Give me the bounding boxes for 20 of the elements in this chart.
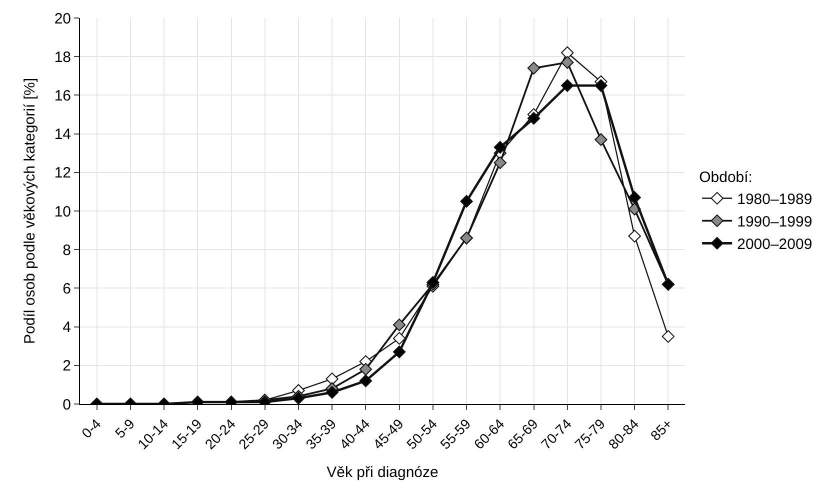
x-axis-title: Věk při diagnóze (326, 464, 438, 482)
y-tick-label: 18 (54, 48, 71, 66)
y-tick-label: 2 (62, 358, 71, 375)
x-tick-label: 5-9 (112, 415, 138, 442)
legend-label: 1990–1999 (737, 214, 812, 231)
y-tick-label: 10 (54, 203, 71, 220)
y-tick-label: 0 (62, 396, 71, 414)
legend-title: Období: (699, 169, 752, 186)
x-tick-label: 85+ (647, 416, 676, 444)
y-tick-label: 20 (54, 10, 71, 28)
y-tick-label: 4 (62, 319, 71, 336)
legend-label: 1980–1989 (737, 191, 812, 208)
y-axis-title: Podíl osob podle věkových kategorií [%] (22, 78, 39, 344)
y-tick-label: 6 (62, 280, 71, 298)
y-tick-label: 8 (62, 242, 71, 259)
y-tick-label: 14 (54, 126, 71, 144)
y-tick-label: 16 (54, 87, 71, 104)
x-tick-label: 0-4 (78, 415, 104, 442)
y-tick-label: 12 (54, 164, 71, 182)
legend-label: 2000–2009 (737, 236, 812, 254)
